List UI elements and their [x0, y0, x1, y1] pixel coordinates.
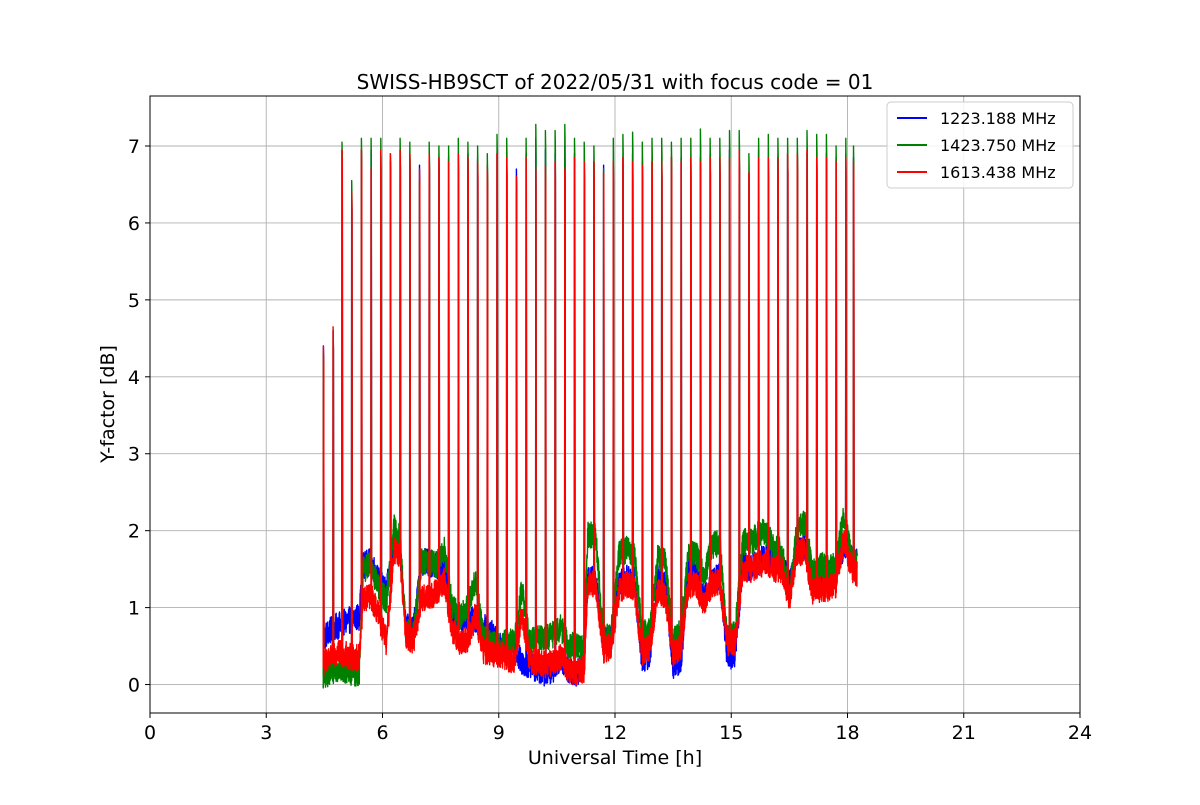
- x-tick-label: 6: [376, 722, 388, 744]
- y-tick-label: 5: [128, 290, 140, 312]
- x-tick-label: 12: [603, 722, 627, 744]
- y-tick-label: 4: [128, 367, 140, 389]
- y-axis-title: Y-factor [dB]: [97, 345, 119, 464]
- x-tick-label: 0: [144, 722, 156, 744]
- legend-label-1223: 1223.188 MHz: [940, 109, 1056, 128]
- x-tick-label: 15: [719, 722, 743, 744]
- x-tick-label: 18: [835, 722, 859, 744]
- y-tick-label: 0: [128, 675, 140, 697]
- x-tick-label: 9: [493, 722, 505, 744]
- series-layer: [322, 123, 858, 689]
- y-tick-label: 1: [128, 598, 140, 620]
- legend-label-1423: 1423.750 MHz: [940, 136, 1056, 155]
- x-tick-label: 24: [1068, 722, 1092, 744]
- legend: 1223.188 MHz 1423.750 MHz 1613.438 MHz: [886, 101, 1074, 189]
- y-tick-label: 2: [128, 521, 140, 543]
- legend-label-1613: 1613.438 MHz: [940, 163, 1056, 182]
- legend-box: [886, 101, 1074, 189]
- y-tick-label: 7: [128, 136, 140, 158]
- x-axis-title: Universal Time [h]: [528, 747, 702, 769]
- series-line-2: [322, 149, 858, 686]
- y-tick-label: 6: [128, 213, 140, 235]
- x-tick-label: 21: [952, 722, 976, 744]
- x-tick-label: 3: [260, 722, 272, 744]
- y-tick-label: 3: [128, 444, 140, 466]
- chart-title: SWISS-HB9SCT of 2022/05/31 with focus co…: [357, 70, 874, 94]
